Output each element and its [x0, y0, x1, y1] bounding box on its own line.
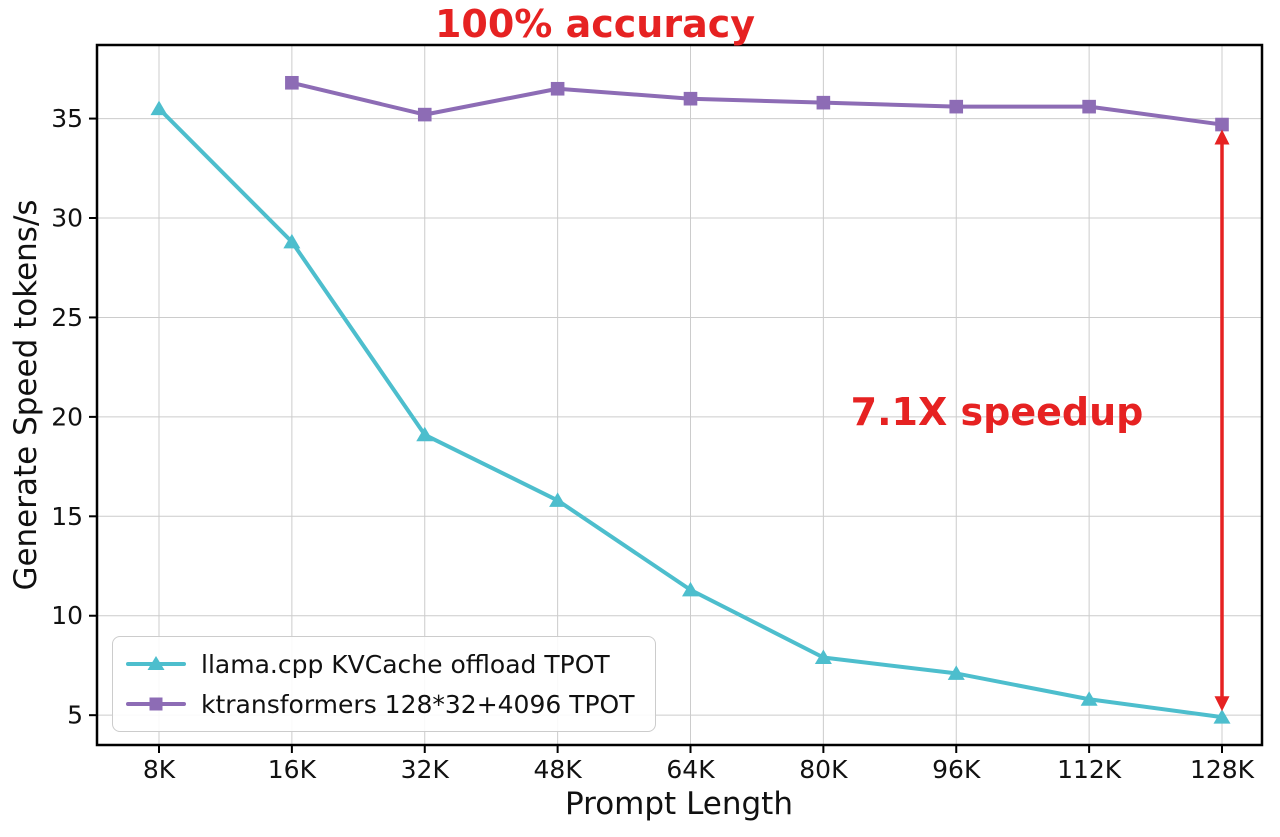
x-tick-label: 80K	[799, 755, 848, 784]
triangle-marker-icon	[814, 649, 832, 664]
square-marker-icon	[816, 95, 831, 110]
legend-item-llamacpp: llama.cpp KVCache offload TPOT	[125, 646, 635, 682]
legend-label-llamacpp: llama.cpp KVCache offload TPOT	[201, 649, 610, 679]
triangle-marker-icon	[1213, 709, 1231, 724]
square-marker-icon	[417, 107, 432, 122]
y-tick-label: 35	[51, 104, 83, 133]
y-tick-label: 5	[67, 701, 83, 730]
y-tick-label: 15	[51, 502, 83, 531]
speedup-arrow-icon	[1214, 129, 1230, 712]
square-marker-icon	[1082, 99, 1096, 114]
y-tick-label: 25	[51, 303, 83, 332]
legend-item-ktransformers: ktransformers 128*32+4096 TPOT	[125, 686, 635, 722]
triangle-marker-icon	[1080, 691, 1098, 706]
square-marker-icon	[949, 99, 964, 114]
square-marker-icon	[285, 75, 299, 90]
y-axis-label: Generate Speed tokens/s	[8, 199, 44, 591]
x-tick-label: 112K	[1057, 755, 1122, 784]
series-0	[150, 100, 1231, 724]
triangle-marker-icon	[549, 492, 567, 507]
x-tick-label: 48K	[534, 755, 583, 784]
x-tick-label: 32K	[401, 755, 450, 784]
y-tick-label: 10	[51, 601, 83, 630]
legend-label-ktransformers: ktransformers 128*32+4096 TPOT	[201, 689, 635, 719]
series-1	[285, 75, 1229, 132]
triangle-marker-icon	[150, 100, 168, 116]
speedup-annotation: 7.1X speedup	[850, 390, 1144, 434]
legend-key-llamacpp-line-triangle-icon	[126, 656, 186, 670]
square-marker-icon	[550, 81, 565, 96]
triangle-marker-icon	[283, 233, 301, 249]
accuracy-annotation: 100% accuracy	[434, 2, 756, 46]
x-tick-label: 16K	[268, 755, 317, 784]
square-marker-icon	[1215, 117, 1229, 132]
legend: llama.cpp KVCache offload TPOT ktransfor…	[112, 636, 656, 732]
x-tick-label: 96K	[932, 755, 981, 784]
plot-area	[97, 45, 1262, 745]
triangle-marker-icon	[416, 426, 434, 442]
legend-key-ktransformers-line-square-icon	[126, 697, 186, 711]
square-marker-icon	[683, 91, 698, 106]
y-tick-label: 20	[51, 402, 83, 431]
y-tick-label: 30	[51, 204, 83, 233]
series-line-1	[289, 80, 1224, 127]
x-axis-label: Prompt Length	[565, 786, 793, 822]
plot-border	[95, 43, 1264, 747]
x-tick-label: 8K	[143, 755, 176, 784]
x-tick-label: 128K	[1190, 755, 1255, 784]
x-tick-label: 64K	[666, 755, 715, 784]
triangle-marker-icon	[947, 665, 965, 680]
triangle-marker-icon	[682, 581, 699, 597]
